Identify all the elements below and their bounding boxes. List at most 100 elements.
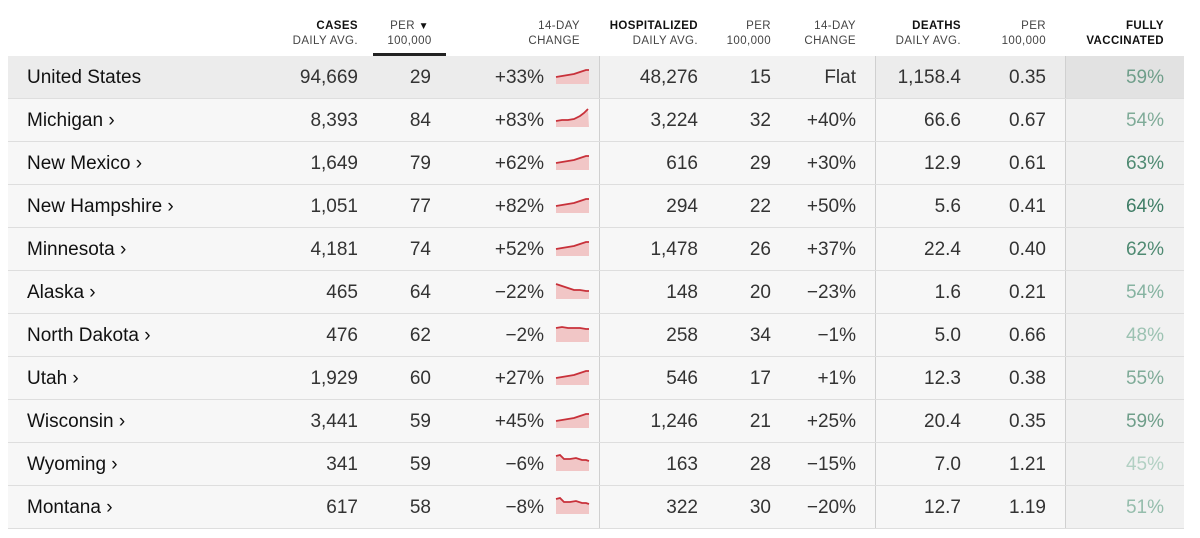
cases-14day-change: −2% — [505, 325, 544, 346]
cases-daily-avg: 3,441 — [310, 411, 358, 432]
state-link[interactable]: New Mexico › — [27, 153, 143, 174]
fully-vaccinated-pct: 54% — [1125, 282, 1164, 303]
column-divider — [599, 443, 600, 485]
table-row[interactable]: Utah › 1,929 60 +27% 546 17 +1% 12.3 0.38 55% — [8, 357, 1184, 400]
state-link[interactable]: Minnesota › — [27, 239, 127, 260]
hosp-14day-change: −15% — [806, 454, 856, 475]
vaccinated-column-bg — [1065, 400, 1184, 442]
deaths-daily-avg: 12.7 — [924, 497, 961, 518]
table-row[interactable]: Alaska › 465 64 −22% 148 20 −23% 1.6 0.21 54% — [8, 271, 1184, 314]
vaccinated-column-bg — [1065, 228, 1184, 270]
table-row[interactable]: Montana › 617 58 −8% 322 30 −20% 12.7 1.19 51% — [8, 486, 1184, 529]
state-link[interactable]: Michigan › — [27, 110, 115, 131]
deaths-per-100k: 0.61 — [1009, 153, 1046, 174]
fully-vaccinated-pct: 64% — [1125, 196, 1164, 217]
column-divider — [1065, 185, 1066, 227]
cases-per-100k: 77 — [409, 196, 431, 217]
table-row[interactable]: North Dakota › 476 62 −2% 258 34 −1% 5.0 0.66 48% — [8, 314, 1184, 357]
deaths-per-100k: 0.35 — [1009, 411, 1046, 432]
cases-14day-change: −22% — [494, 282, 544, 303]
hosp-14day-change: −23% — [806, 282, 856, 303]
fully-vaccinated-pct: 63% — [1125, 153, 1164, 174]
state-link[interactable]: Montana › — [27, 497, 113, 518]
column-divider — [875, 99, 876, 141]
sparkline-area — [556, 498, 589, 514]
cases-trend-sparkline — [555, 108, 589, 127]
table-row[interactable]: New Hampshire › 1,051 77 +82% 294 22 +50% 5.6 0.… — [8, 185, 1184, 228]
cases-trend-sparkline — [555, 326, 589, 342]
cases-trend-sparkline — [555, 198, 589, 213]
hosp-14day-change: Flat — [824, 67, 856, 88]
header-fully-vaccinated[interactable]: FULLY VACCINATED — [1086, 20, 1164, 47]
cases-per-100k: 59 — [409, 411, 431, 432]
state-link[interactable]: Wisconsin › — [27, 411, 126, 432]
covid-data-table: CASES DAILY AVG. PER ▼ 100,000 14-DAY CH… — [8, 0, 1184, 529]
cases-daily-avg: 465 — [326, 282, 358, 303]
hospitalized-daily-avg: 163 — [666, 454, 698, 475]
cases-per-100k: 79 — [409, 153, 431, 174]
fully-vaccinated-pct: 45% — [1125, 454, 1164, 475]
column-divider — [1065, 443, 1066, 485]
table-row[interactable]: Wisconsin › 3,441 59 +45% 1,246 21 +25% 20.4 0.3… — [8, 400, 1184, 443]
cases-per-100k: 62 — [409, 325, 431, 346]
column-divider — [599, 271, 600, 313]
state-link[interactable]: North Dakota › — [27, 325, 151, 346]
column-divider — [1065, 486, 1066, 528]
hosp-per-100k: 22 — [749, 196, 771, 217]
state-link[interactable]: Alaska › — [27, 282, 96, 303]
header-hospitalized[interactable]: HOSPITALIZED DAILY AVG. — [609, 20, 698, 47]
sparkline-line — [555, 241, 589, 250]
header-hosp-14day-change[interactable]: 14-DAY CHANGE — [804, 20, 856, 47]
hosp-per-100k: 32 — [749, 110, 771, 131]
column-divider — [875, 185, 876, 227]
column-divider — [599, 56, 600, 98]
sparkline-line — [555, 198, 589, 207]
header-deaths[interactable]: DEATHS DAILY AVG. — [895, 20, 961, 47]
fully-vaccinated-pct: 55% — [1125, 368, 1164, 389]
vaccinated-column-bg — [1065, 99, 1184, 141]
cases-per-100k: 58 — [409, 497, 431, 518]
cases-trend-sparkline — [555, 413, 589, 428]
header-cases[interactable]: CASES DAILY AVG. — [292, 20, 358, 47]
sparkline-area — [556, 70, 589, 84]
header-cases-per-100k[interactable]: PER ▼ 100,000 — [387, 20, 432, 47]
column-divider — [1065, 271, 1066, 313]
column-divider — [1065, 228, 1066, 270]
header-hosp-per-100k[interactable]: PER 100,000 — [726, 20, 771, 47]
sparkline-line — [555, 370, 589, 379]
sparkline-line — [555, 108, 589, 122]
table-row[interactable]: Wyoming › 341 59 −6% 163 28 −15% 7.0 1.21 45% — [8, 443, 1184, 486]
hosp-per-100k: 26 — [749, 239, 771, 260]
header-deaths-per-100k[interactable]: PER 100,000 — [1001, 20, 1046, 47]
table-row[interactable]: New Mexico › 1,649 79 +62% 616 29 +30% 12.9 0.61… — [8, 142, 1184, 185]
column-divider — [875, 228, 876, 270]
fully-vaccinated-pct: 59% — [1125, 67, 1164, 88]
hospitalized-daily-avg: 1,478 — [650, 239, 698, 260]
cases-per-100k: 29 — [409, 67, 431, 88]
vaccinated-column-bg — [1065, 185, 1184, 227]
hospitalized-daily-avg: 3,224 — [650, 110, 698, 131]
cases-per-100k: 74 — [409, 239, 431, 260]
active-sort-indicator — [373, 53, 446, 56]
hosp-per-100k: 30 — [749, 497, 771, 518]
hospitalized-daily-avg: 294 — [666, 196, 698, 217]
hospitalized-daily-avg: 616 — [666, 153, 698, 174]
hosp-14day-change: +30% — [806, 153, 856, 174]
table-row[interactable]: Minnesota › 4,181 74 +52% 1,478 26 +37% 22.4 0.4… — [8, 228, 1184, 271]
cases-14day-change: +45% — [494, 411, 544, 432]
deaths-per-100k: 0.35 — [1009, 67, 1046, 88]
state-link[interactable]: Utah › — [27, 368, 79, 389]
vaccinated-column-bg — [1065, 271, 1184, 313]
cases-trend-sparkline — [555, 241, 589, 256]
hospitalized-daily-avg: 322 — [666, 497, 698, 518]
hosp-14day-change: +37% — [806, 239, 856, 260]
state-link[interactable]: Wyoming › — [27, 454, 118, 475]
sort-descending-icon: ▼ — [418, 21, 429, 32]
cases-daily-avg: 1,649 — [310, 153, 358, 174]
fully-vaccinated-pct: 48% — [1125, 325, 1164, 346]
state-link[interactable]: New Hampshire › — [27, 196, 174, 217]
cases-14day-change: +82% — [494, 196, 544, 217]
table-row[interactable]: Michigan › 8,393 84 +83% 3,224 32 +40% 66.6 0.67… — [8, 99, 1184, 142]
column-divider — [875, 357, 876, 399]
header-cases-14day-change[interactable]: 14-DAY CHANGE — [528, 20, 580, 47]
